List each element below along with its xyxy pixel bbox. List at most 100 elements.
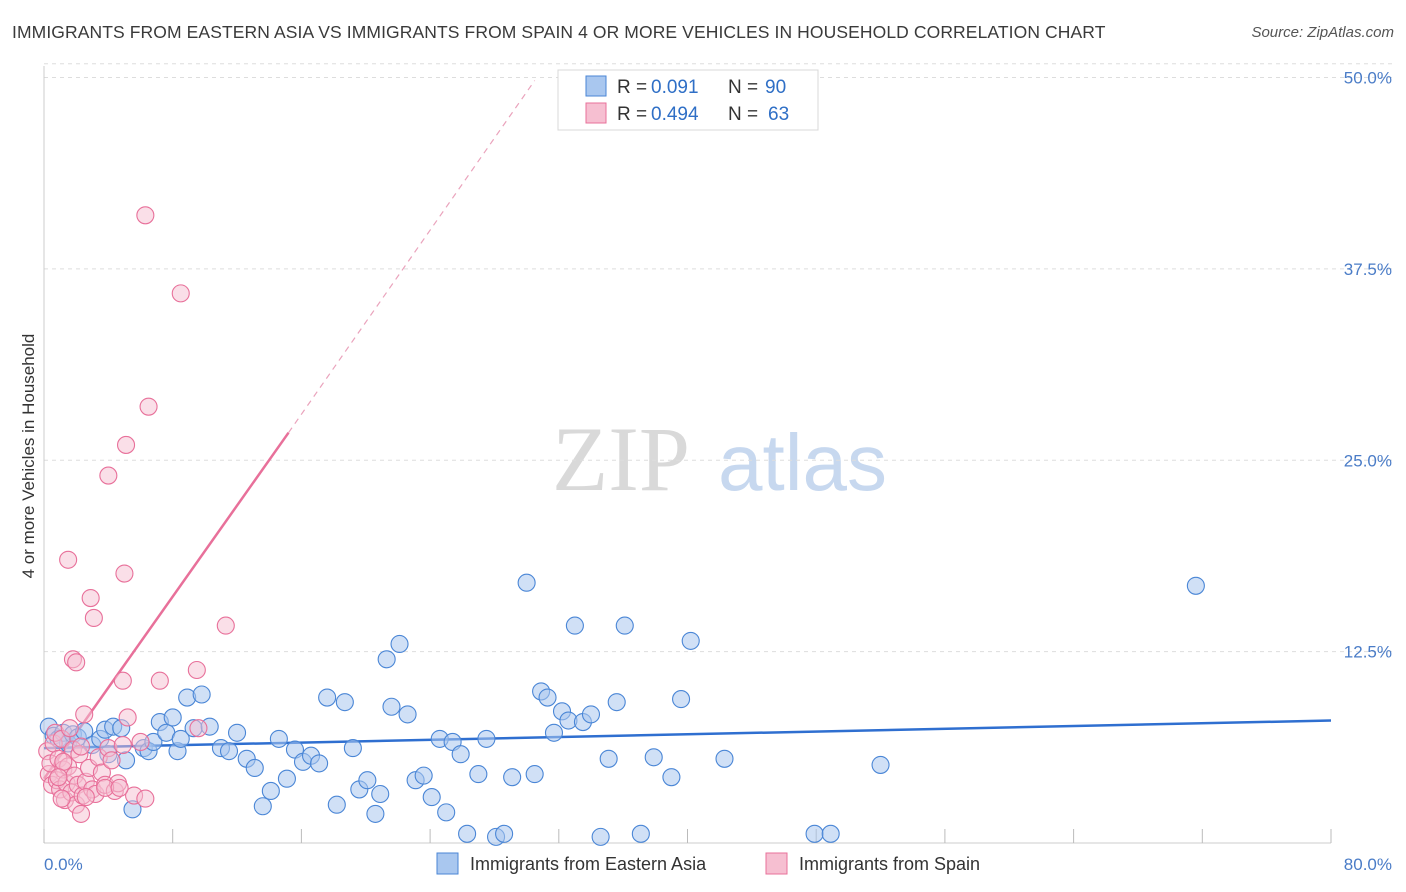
point-eastern-asia-61 [469, 765, 488, 784]
point-spain-39 [59, 550, 78, 569]
point-spain-48 [136, 206, 155, 225]
legend-r-value-1: 0.091 [651, 77, 699, 98]
point-spain-41 [67, 653, 86, 672]
watermark-atlas: atlas [718, 418, 887, 507]
point-eastern-asia-81 [644, 748, 663, 767]
point-spain-38 [131, 732, 150, 752]
point-spain-46 [116, 435, 136, 454]
legend-n-value-1: 90 [765, 77, 786, 98]
point-eastern-asia-62 [477, 729, 496, 748]
legend-n-label-2: N = [728, 104, 758, 125]
point-eastern-asia-33 [253, 797, 272, 816]
y-tick-label-0: 12.5% [1344, 643, 1392, 662]
point-eastern-asia-21 [163, 708, 182, 727]
point-eastern-asia-76 [591, 827, 610, 846]
point-spain-32 [102, 751, 121, 770]
point-eastern-asia-82 [662, 768, 681, 787]
point-spain-36 [118, 708, 137, 727]
y-tick-labels: 12.5% 25.0% 37.5% 50.0% [1344, 69, 1392, 662]
point-eastern-asia-40 [310, 754, 329, 773]
point-eastern-asia-83 [672, 690, 691, 709]
gridlines [44, 63, 1392, 653]
point-eastern-asia-42 [327, 795, 346, 814]
point-eastern-asia-59 [451, 745, 470, 764]
point-spain-61 [76, 788, 95, 807]
point-eastern-asia-36 [277, 769, 296, 788]
point-eastern-asia-66 [517, 573, 536, 592]
point-eastern-asia-23 [171, 729, 190, 748]
point-spain-62 [110, 778, 129, 797]
point-eastern-asia-49 [377, 650, 396, 669]
point-spain-51 [150, 671, 169, 690]
point-eastern-asia-65 [503, 768, 522, 787]
x-tick-label-max: 80.0% [1344, 855, 1392, 874]
point-eastern-asia-87 [821, 824, 840, 843]
point-eastern-asia-64 [495, 824, 514, 843]
stats-legend: R = 0.091 N = 90 R = 0.494 N = 63 [557, 69, 819, 131]
point-spain-43 [84, 608, 103, 627]
point-spain-44 [99, 466, 118, 485]
point-eastern-asia-69 [538, 688, 557, 707]
legend-swatch-pink [585, 102, 607, 124]
point-eastern-asia-41 [318, 688, 337, 707]
series-eastern-asia-points [39, 573, 1205, 846]
point-spain-57 [71, 804, 91, 823]
point-eastern-asia-79 [615, 616, 634, 635]
point-eastern-asia-50 [382, 697, 401, 716]
legend-r-label-1: R = [617, 77, 647, 98]
point-spain-49 [171, 284, 190, 303]
point-spain-45 [115, 564, 134, 583]
point-eastern-asia-26 [192, 685, 211, 704]
point-spain-55 [136, 789, 155, 808]
point-spain-54 [189, 719, 208, 738]
point-eastern-asia-89 [1186, 576, 1205, 595]
chart-title: IMMIGRANTS FROM EASTERN ASIA VS IMMIGRAN… [12, 22, 1106, 42]
legend-r-value-2: 0.494 [651, 104, 699, 125]
point-eastern-asia-78 [607, 693, 626, 712]
y-tick-label-1: 25.0% [1344, 451, 1392, 470]
point-eastern-asia-84 [681, 631, 700, 650]
point-eastern-asia-44 [343, 739, 362, 758]
point-eastern-asia-30 [228, 723, 247, 742]
source-label: Source: ZipAtlas.com [1251, 24, 1394, 41]
point-eastern-asia-54 [414, 766, 433, 785]
bottom-legend-label-eastern-asia: Immigrants from Eastern Asia [470, 854, 707, 874]
watermark-zip: ZIP [552, 408, 690, 510]
point-eastern-asia-86 [805, 824, 824, 843]
bottom-legend-swatch-blue [436, 852, 459, 875]
legend-r-label-2: R = [617, 104, 647, 125]
point-spain-52 [187, 660, 206, 680]
x-tick-labels: 0.0% 80.0% [44, 855, 1392, 874]
y-axis-title: 4 or more Vehicles in Household [19, 334, 38, 579]
point-eastern-asia-67 [525, 765, 544, 784]
y-tick-label-3: 50.0% [1344, 69, 1392, 88]
point-eastern-asia-34 [261, 781, 280, 800]
bottom-legend-label-spain: Immigrants from Spain [799, 854, 980, 874]
point-eastern-asia-80 [631, 824, 650, 843]
point-spain-58 [54, 752, 73, 771]
axes [43, 66, 1332, 844]
point-spain-14 [60, 719, 79, 738]
series-spain-points [38, 206, 235, 823]
point-eastern-asia-88 [871, 755, 890, 774]
point-spain-42 [81, 588, 100, 608]
point-eastern-asia-57 [437, 803, 456, 822]
legend-n-value-2: 63 [768, 104, 789, 125]
point-eastern-asia-43 [335, 693, 354, 712]
point-spain-60 [52, 789, 71, 808]
trend-line-spain-extension [288, 80, 536, 434]
point-eastern-asia-48 [371, 784, 390, 804]
point-eastern-asia-47 [366, 804, 385, 823]
point-spain-21 [71, 737, 91, 756]
point-eastern-asia-77 [599, 749, 618, 768]
legend-n-label-1: N = [728, 77, 758, 98]
point-spain-59 [49, 768, 68, 787]
y-tick-label-2: 37.5% [1344, 260, 1392, 279]
point-eastern-asia-73 [565, 616, 584, 635]
point-eastern-asia-35 [269, 729, 288, 748]
point-spain-23 [75, 705, 94, 724]
point-spain-50 [113, 671, 132, 690]
point-eastern-asia-51 [390, 634, 409, 654]
point-eastern-asia-60 [458, 824, 477, 843]
